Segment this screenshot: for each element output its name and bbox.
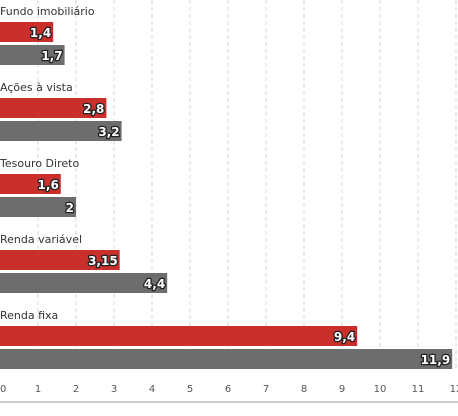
category-label: Renda variável [0,233,82,246]
bar [0,349,453,369]
bar-value-label: 1,7 [41,49,62,63]
bar-value-label: 9,4 [334,330,355,344]
category-labels: Fundo imobiliário Ações à vista Tesouro Di… [0,5,95,322]
grid-lines [37,0,457,368]
bar-value-label: 3,15 [88,254,118,268]
x-tick-label: 2 [73,384,79,395]
bar [0,326,358,346]
bar-value-label: 4,4 [144,277,165,291]
bar-value-label: 11,9 [421,353,451,367]
bar-value-label: 1,4 [30,26,51,40]
bar [0,22,54,42]
bar-value-label: 2,8 [83,102,104,116]
bar-value-label: 1,6 [38,178,59,192]
x-tick-label: 5 [187,384,193,395]
x-tick-label: 10 [374,384,387,395]
bar-value-label: 3,2 [98,125,119,139]
bars: 1,4 1,7 2,8 3,2 1,6 2 3,15 4,4 9,4 11,9 [0,22,453,369]
category-label: Renda fixa [0,309,58,322]
x-tick-label: 4 [149,384,155,395]
x-tick-label: 0 [0,384,6,395]
x-tick-label: 9 [339,384,345,395]
x-axis-ticks: 0123456789101112 [0,384,458,395]
bar [0,197,76,217]
bar [0,121,122,141]
category-label: Ações à vista [0,81,73,94]
category-label: Fundo imobiliário [0,5,95,18]
x-tick-label: 11 [412,384,425,395]
bar [0,45,65,65]
x-tick-label: 8 [301,384,307,395]
x-tick-label: 3 [111,384,117,395]
bar [0,250,120,270]
x-tick-label: 1 [35,384,41,395]
bar [0,174,61,194]
category-label: Tesouro Direto [0,157,79,170]
x-tick-label: 6 [225,384,231,395]
x-tick-label: 12 [450,384,458,395]
x-tick-label: 7 [263,384,269,395]
bar [0,273,168,293]
bar-value-label: 2 [66,201,74,215]
bar [0,98,107,118]
